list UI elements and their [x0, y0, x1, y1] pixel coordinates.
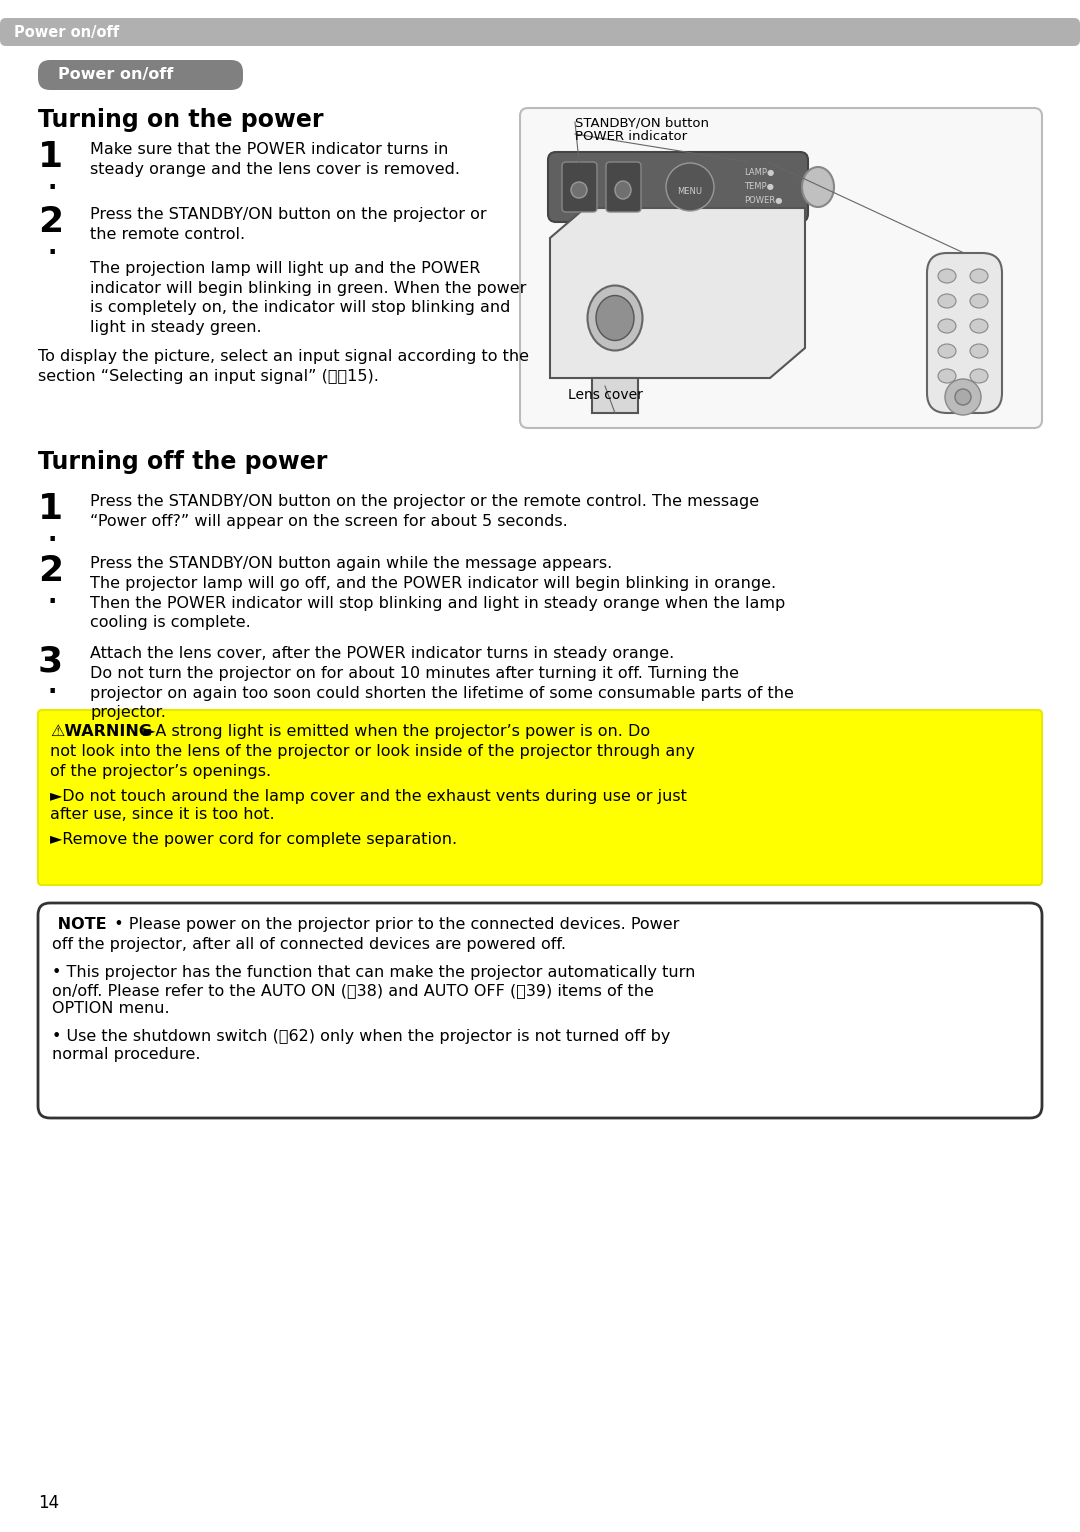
- Text: 1: 1: [38, 139, 63, 175]
- Ellipse shape: [802, 167, 834, 207]
- FancyBboxPatch shape: [38, 709, 1042, 885]
- Text: The projection lamp will light up and the POWER
indicator will begin blinking in: The projection lamp will light up and th…: [90, 260, 526, 334]
- Text: ⚠WARNING: ⚠WARNING: [50, 725, 152, 738]
- Text: Do not turn the projector on for about 10 minutes after turning it off. Turning : Do not turn the projector on for about 1…: [90, 666, 794, 720]
- FancyBboxPatch shape: [38, 902, 1042, 1118]
- Text: The projector lamp will go off, and the POWER indicator will begin blinking in o: The projector lamp will go off, and the …: [90, 576, 785, 630]
- Text: LAMP●: LAMP●: [744, 169, 774, 178]
- Ellipse shape: [970, 319, 988, 332]
- Text: ►Do not touch around the lamp cover and the exhaust vents during use or just: ►Do not touch around the lamp cover and …: [50, 789, 687, 804]
- FancyBboxPatch shape: [927, 253, 1002, 414]
- Polygon shape: [592, 378, 638, 414]
- Polygon shape: [550, 208, 805, 378]
- Ellipse shape: [955, 389, 971, 404]
- Ellipse shape: [939, 345, 956, 358]
- Text: on/off. Please refer to the AUTO ON (📖38) and AUTO OFF (📖39) items of the: on/off. Please refer to the AUTO ON (📖38…: [52, 984, 653, 997]
- Ellipse shape: [939, 270, 956, 283]
- Text: off the projector, after all of connected devices are powered off.: off the projector, after all of connecte…: [52, 938, 566, 951]
- Text: OPTION menu.: OPTION menu.: [52, 1000, 170, 1016]
- FancyBboxPatch shape: [0, 18, 1080, 46]
- Text: .: .: [48, 584, 57, 608]
- Text: • Please power on the projector prior to the connected devices. Power: • Please power on the projector prior to…: [104, 918, 679, 931]
- Text: Press the STANDBY/ON button again while the message appears.: Press the STANDBY/ON button again while …: [90, 556, 612, 571]
- Text: after use, since it is too hot.: after use, since it is too hot.: [50, 807, 274, 823]
- Text: • This projector has the function that can make the projector automatically turn: • This projector has the function that c…: [52, 965, 696, 980]
- Text: POWER indicator: POWER indicator: [575, 130, 687, 142]
- Ellipse shape: [970, 294, 988, 308]
- Text: Lens cover: Lens cover: [568, 388, 643, 401]
- Ellipse shape: [588, 285, 643, 351]
- FancyBboxPatch shape: [548, 152, 808, 222]
- Text: Press the STANDBY/ON button on the projector or the remote control. The message
: Press the STANDBY/ON button on the proje…: [90, 493, 759, 529]
- Ellipse shape: [945, 378, 981, 415]
- Ellipse shape: [939, 319, 956, 332]
- Ellipse shape: [970, 270, 988, 283]
- Ellipse shape: [615, 181, 631, 199]
- Text: Make sure that the POWER indicator turns in
steady orange and the lens cover is : Make sure that the POWER indicator turns…: [90, 142, 460, 176]
- Text: Power on/off: Power on/off: [14, 25, 119, 40]
- Ellipse shape: [596, 296, 634, 340]
- Ellipse shape: [571, 182, 588, 198]
- Text: ►A strong light is emitted when the projector’s power is on. Do: ►A strong light is emitted when the proj…: [138, 725, 650, 738]
- Ellipse shape: [939, 369, 956, 383]
- FancyBboxPatch shape: [562, 162, 597, 211]
- Text: Turning off the power: Turning off the power: [38, 450, 327, 473]
- Text: .: .: [48, 674, 57, 699]
- Text: 3: 3: [38, 643, 63, 679]
- Text: normal procedure.: normal procedure.: [52, 1046, 201, 1062]
- Text: of the projector’s openings.: of the projector’s openings.: [50, 764, 271, 778]
- Text: .: .: [48, 234, 57, 259]
- Text: NOTE: NOTE: [52, 918, 107, 931]
- Text: MENU: MENU: [677, 187, 702, 196]
- Text: 2: 2: [38, 205, 63, 239]
- Text: Turning on the power: Turning on the power: [38, 107, 324, 132]
- Text: To display the picture, select an input signal according to the
section “Selecti: To display the picture, select an input …: [38, 349, 529, 383]
- Ellipse shape: [939, 294, 956, 308]
- Text: 14: 14: [38, 1494, 59, 1512]
- Text: STANDBY/ON button: STANDBY/ON button: [575, 116, 708, 129]
- Ellipse shape: [970, 369, 988, 383]
- Text: • Use the shutdown switch (📖62) only when the projector is not turned off by: • Use the shutdown switch (📖62) only whe…: [52, 1030, 671, 1043]
- Text: TEMP●: TEMP●: [744, 182, 774, 192]
- Ellipse shape: [970, 345, 988, 358]
- Ellipse shape: [666, 162, 714, 211]
- Text: Power on/off: Power on/off: [58, 67, 174, 83]
- Text: 2: 2: [38, 555, 63, 588]
- Text: 1: 1: [38, 492, 63, 525]
- Text: Press the STANDBY/ON button on the projector or
the remote control.: Press the STANDBY/ON button on the proje…: [90, 207, 487, 242]
- Text: Attach the lens cover, after the POWER indicator turns in steady orange.: Attach the lens cover, after the POWER i…: [90, 647, 674, 660]
- FancyBboxPatch shape: [38, 60, 243, 90]
- Text: not look into the lens of the projector or look inside of the projector through : not look into the lens of the projector …: [50, 745, 696, 758]
- FancyBboxPatch shape: [519, 107, 1042, 427]
- Text: .: .: [48, 170, 57, 195]
- Text: ►Remove the power cord for complete separation.: ►Remove the power cord for complete sepa…: [50, 832, 457, 847]
- FancyBboxPatch shape: [606, 162, 642, 211]
- Text: .: .: [48, 522, 57, 545]
- Text: POWER●: POWER●: [744, 196, 782, 205]
